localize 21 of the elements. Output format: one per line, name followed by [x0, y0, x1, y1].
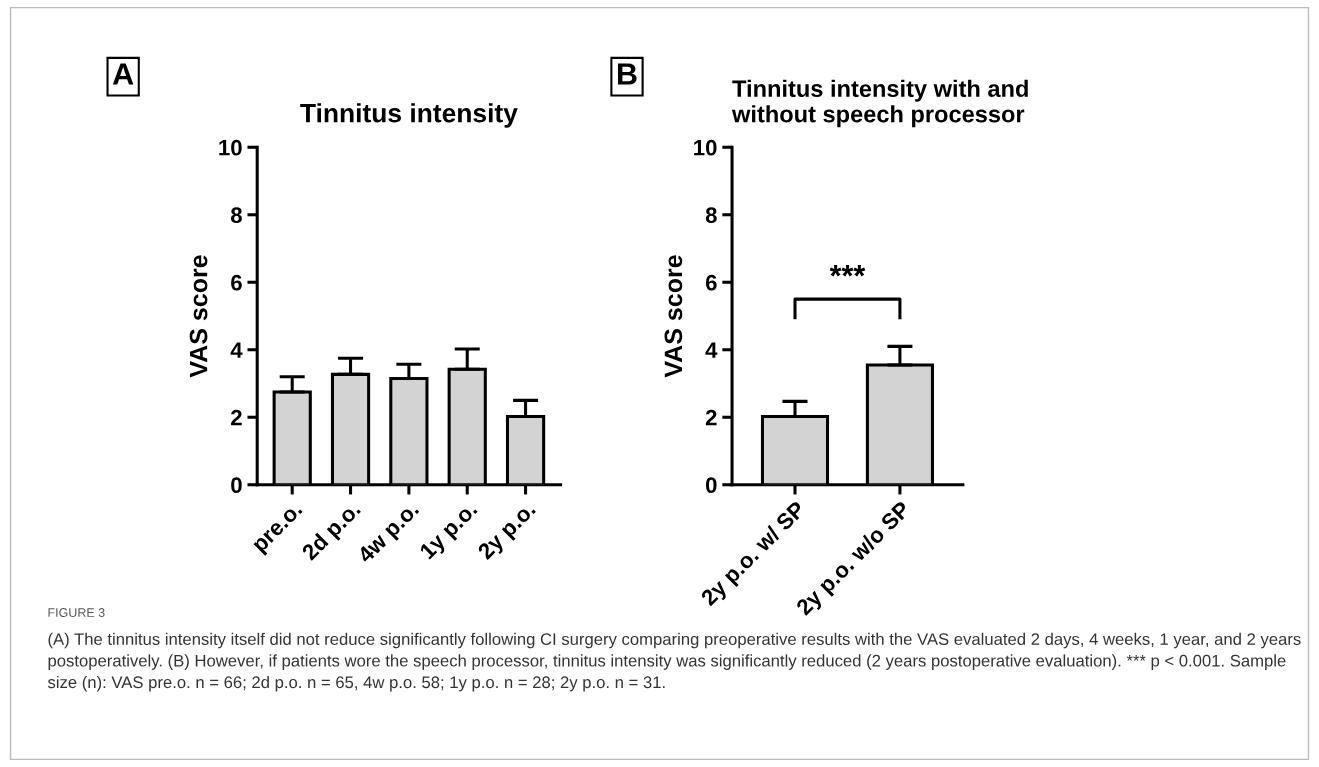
text: A [112, 63, 134, 85]
y-tick-label: 0 [705, 477, 717, 494]
y-tick-label: 0 [231, 477, 242, 494]
y-tick-label: 4 [230, 342, 243, 358]
y-tick-label: 4 [705, 342, 718, 358]
annotation: *** [829, 265, 866, 277]
y-tick-label: 2 [705, 409, 717, 426]
y-axis-title: VAS score [189, 255, 208, 378]
y-tick-label: 6 [231, 274, 242, 291]
y-tick-label: 8 [230, 207, 242, 224]
text: (A) The tinnitus intensity itself did not reduce significantly following CI surgery comparing preoperative results with the VAS evaluated 2 days, 4 weeks, 1 year, and 2 years postoperatively. (B) However, if patients wore the speech processor, tinnitus intensity was significantly reduced (2 years postoperative evaluation). *** p < 0.001. Sample size (n): VAS pre.o. n = 66; 2d p.o. n = 65, 4w p.o. 58; 1y p.o. n = 28; 2y p.o. n = 31. [47, 632, 1301, 692]
y-tick-label: 10 [694, 139, 717, 156]
chart-title: Tinnitus intensity [300, 103, 518, 128]
y-tick-label: 2 [231, 409, 242, 426]
y-axis-title: VAS score [664, 255, 683, 378]
text: B [618, 63, 637, 85]
y-tick-label: 10 [219, 139, 242, 156]
caption: FIGURE 3 [48, 608, 105, 617]
chart-title: Tinnitus intensity with and without speech processor [731, 79, 1028, 128]
y-tick-label: 8 [705, 207, 717, 224]
y-tick-label: 6 [705, 274, 717, 291]
